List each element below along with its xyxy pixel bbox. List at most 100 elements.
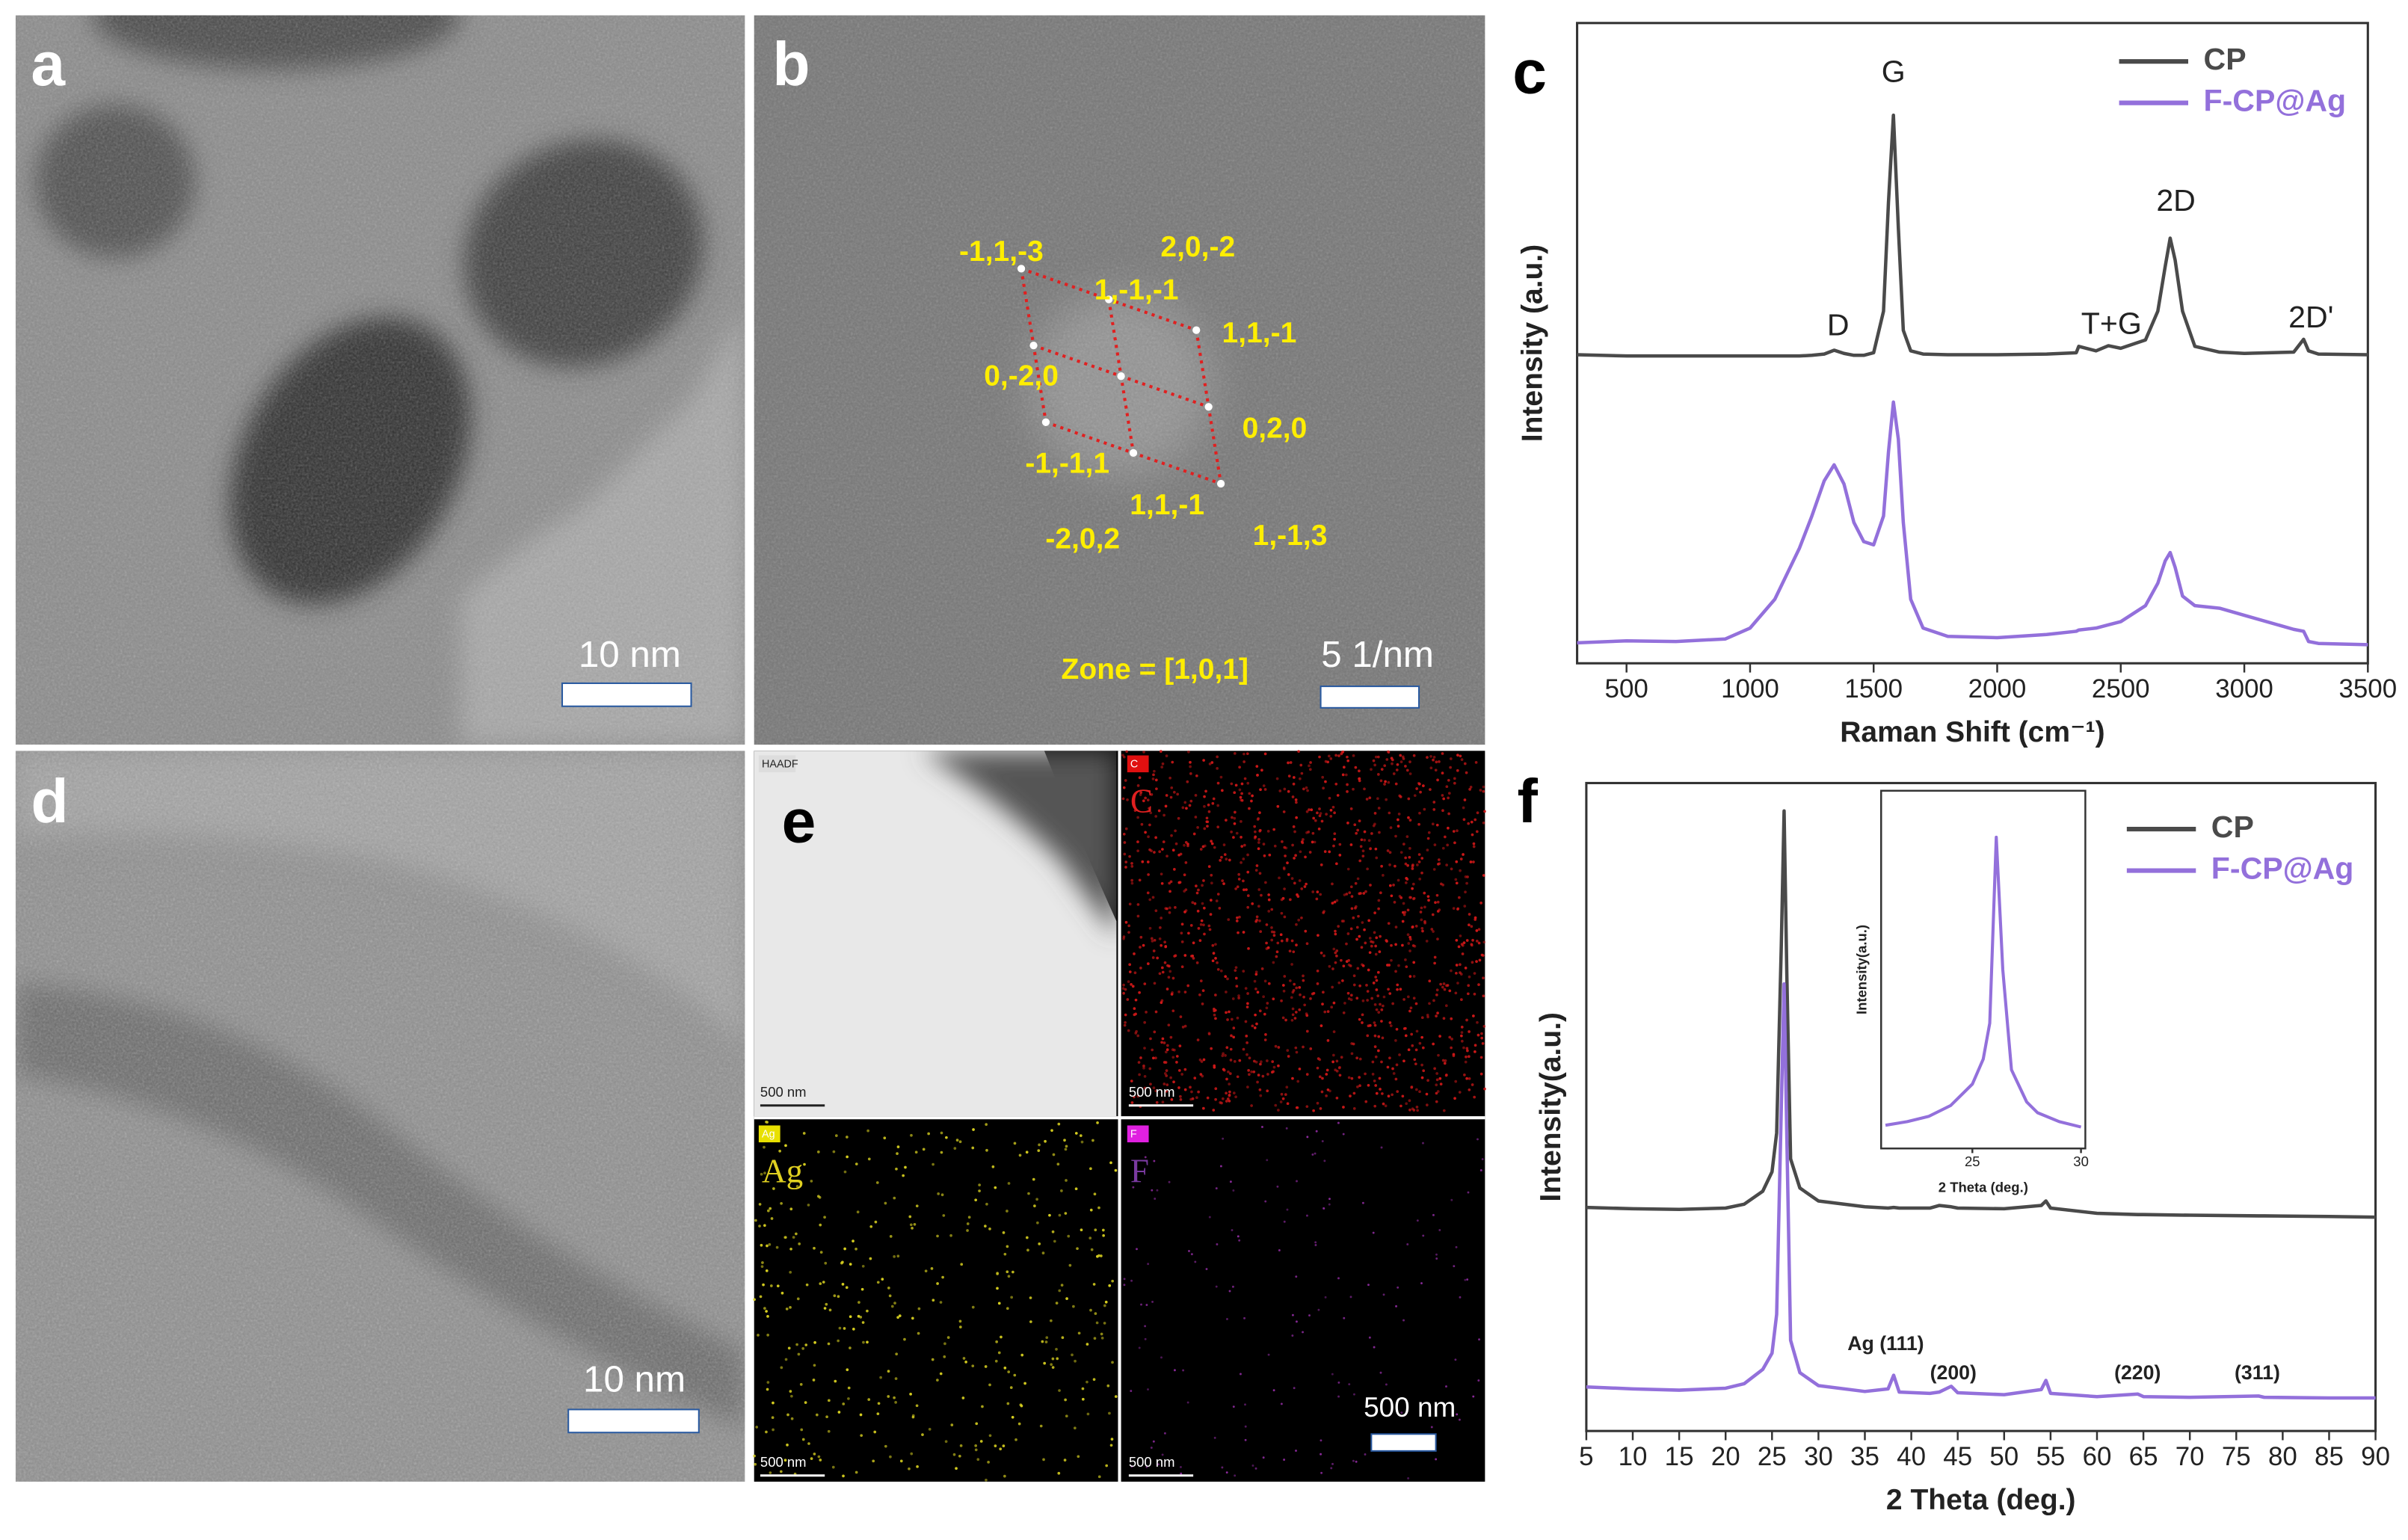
eds-count bbox=[1420, 918, 1423, 922]
eds-count bbox=[834, 1379, 837, 1383]
eds-count bbox=[1378, 831, 1381, 834]
eds-count bbox=[1231, 1229, 1234, 1231]
eds-count bbox=[911, 1316, 914, 1320]
eds-count bbox=[1124, 779, 1127, 782]
eds-count bbox=[1150, 792, 1154, 796]
eds-count bbox=[1165, 794, 1168, 797]
eds-count bbox=[1335, 949, 1339, 952]
eds-count bbox=[1442, 982, 1446, 985]
eds-count bbox=[1326, 1039, 1330, 1042]
panel-b: 5 1/nm Zone = [1,0,1] b -1,1,-3 2,0,-21,-… bbox=[754, 15, 1485, 745]
eds-count bbox=[1010, 1296, 1014, 1299]
eds-count bbox=[955, 1139, 959, 1142]
eds-count bbox=[1282, 810, 1286, 813]
eds-count bbox=[766, 1244, 769, 1248]
eds-count bbox=[904, 1165, 907, 1169]
eds-count bbox=[1251, 794, 1254, 798]
eds-count bbox=[1294, 1046, 1298, 1050]
eds-count bbox=[1390, 757, 1394, 760]
eds-count bbox=[1482, 940, 1486, 944]
peak-label: (220) bbox=[2114, 1361, 2161, 1384]
eds-count bbox=[1264, 1200, 1267, 1203]
eds-count bbox=[930, 1267, 934, 1270]
eds-count bbox=[1482, 1025, 1486, 1028]
eds-count bbox=[1228, 1090, 1231, 1094]
eds-count bbox=[1457, 945, 1461, 949]
eds-count bbox=[1218, 907, 1222, 910]
eds-count bbox=[1340, 1056, 1343, 1059]
eds-count bbox=[1476, 1033, 1480, 1037]
eds-count bbox=[1232, 1405, 1235, 1408]
eds-count bbox=[1324, 760, 1328, 763]
eds-count bbox=[1435, 1091, 1438, 1095]
eds-count bbox=[1272, 1065, 1276, 1069]
eds-count bbox=[1385, 798, 1388, 801]
eds-count bbox=[846, 1368, 849, 1372]
eds-count bbox=[824, 1261, 828, 1265]
eds-count bbox=[1180, 923, 1184, 926]
eds-count bbox=[1013, 1142, 1017, 1145]
eds-count bbox=[1127, 980, 1130, 983]
eds-count bbox=[1138, 991, 1141, 994]
eds-count bbox=[1276, 804, 1280, 808]
diffraction-spot bbox=[1105, 295, 1113, 304]
eds-count bbox=[1065, 1414, 1068, 1418]
eds-count bbox=[1352, 1042, 1355, 1046]
eds-count bbox=[1196, 909, 1200, 913]
eds-count bbox=[1408, 847, 1411, 850]
eds-count bbox=[1295, 923, 1298, 926]
eds-count bbox=[1272, 934, 1276, 937]
eds-count bbox=[775, 1245, 779, 1249]
eds-count bbox=[1259, 1094, 1263, 1097]
eds-count bbox=[1165, 854, 1168, 858]
eds-count bbox=[1258, 829, 1262, 833]
eds-count bbox=[769, 1284, 773, 1287]
eds-count bbox=[1128, 970, 1132, 973]
eds-count bbox=[1314, 1244, 1317, 1246]
eds-count bbox=[1238, 1059, 1242, 1062]
eds-count bbox=[1388, 851, 1392, 854]
peak-label: T+G bbox=[2081, 306, 2142, 340]
eds-count bbox=[1232, 1189, 1235, 1192]
eds-count bbox=[1438, 1035, 1441, 1038]
eds-count bbox=[1471, 833, 1474, 837]
eds-count bbox=[976, 1458, 980, 1462]
eds-count bbox=[1399, 760, 1403, 763]
eds-count bbox=[1475, 929, 1479, 932]
eds-count bbox=[1456, 829, 1459, 833]
eds-count bbox=[1206, 1096, 1210, 1100]
eds-count bbox=[1228, 1082, 1231, 1085]
eds-count bbox=[1323, 850, 1327, 853]
eds-count bbox=[1014, 1438, 1017, 1441]
eds-count bbox=[988, 1434, 992, 1438]
eds-count bbox=[1151, 956, 1155, 959]
eds-count bbox=[1399, 754, 1402, 757]
eds-count bbox=[1285, 1085, 1289, 1089]
eds-count bbox=[1450, 867, 1453, 871]
y-axis-label: Intensity(a.u.) bbox=[1535, 1012, 1567, 1202]
eds-count bbox=[1442, 797, 1446, 801]
eds-count bbox=[1180, 965, 1184, 969]
eds-count bbox=[1465, 939, 1469, 942]
eds-count bbox=[1350, 1052, 1354, 1056]
eds-count bbox=[1265, 941, 1268, 945]
eds-count bbox=[1181, 806, 1185, 810]
eds-count bbox=[949, 1233, 952, 1237]
eds-count bbox=[1136, 914, 1140, 918]
eds-count bbox=[1398, 1053, 1401, 1056]
eds-count bbox=[1425, 1103, 1429, 1106]
eds-count bbox=[1234, 1095, 1237, 1099]
eds-count bbox=[1160, 881, 1164, 885]
eds-count bbox=[894, 1401, 897, 1404]
eds-count bbox=[1413, 944, 1417, 948]
eds-count bbox=[1374, 976, 1378, 979]
eds-count bbox=[1292, 825, 1296, 828]
eds-count bbox=[792, 1236, 795, 1239]
eds-count bbox=[1032, 1177, 1035, 1181]
eds-count bbox=[766, 1121, 769, 1124]
eds-count bbox=[961, 1396, 965, 1399]
eds-count bbox=[1257, 905, 1260, 908]
eds-count bbox=[1216, 967, 1220, 971]
eds-count bbox=[1254, 920, 1258, 923]
